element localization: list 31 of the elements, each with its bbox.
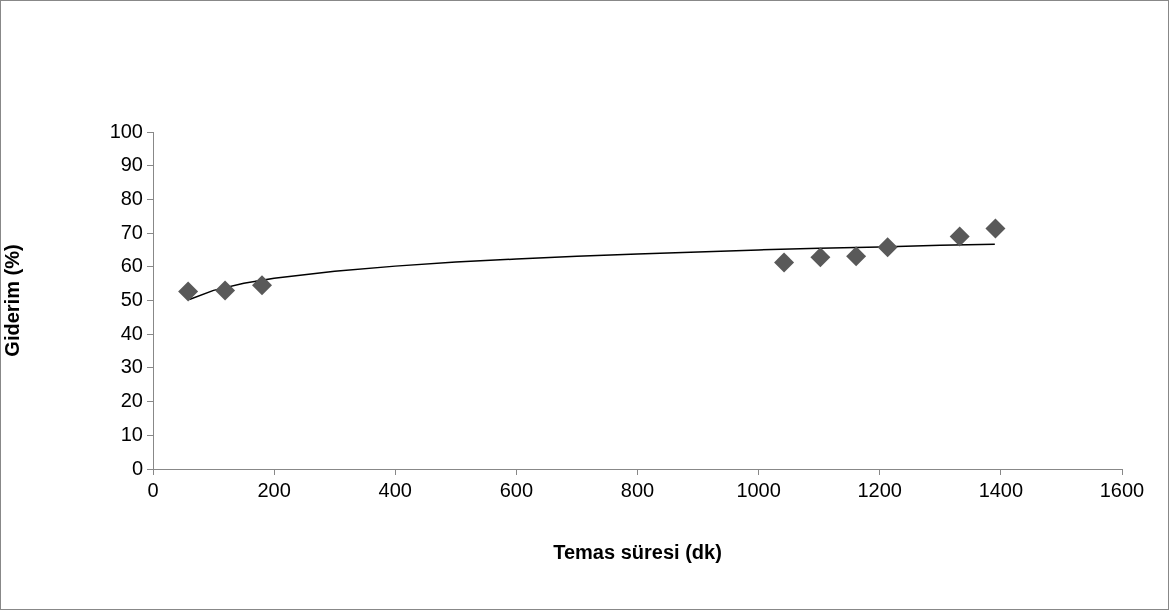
y-tick-label: 40 — [120, 321, 143, 344]
point — [774, 252, 795, 273]
point — [949, 226, 970, 247]
x-tick-label: 0 — [147, 478, 159, 501]
point — [877, 237, 898, 258]
point — [252, 275, 273, 296]
y-tick-label: 60 — [120, 254, 143, 277]
point — [985, 218, 1006, 239]
x-tick-label: 200 — [257, 478, 291, 501]
y-tick-label: 50 — [120, 288, 143, 311]
y-tick-label: 10 — [120, 422, 143, 445]
point — [215, 280, 236, 301]
x-tick-label: 600 — [499, 478, 534, 501]
y-tick-label: 100 — [109, 119, 143, 142]
point — [178, 281, 199, 302]
y-tick-label: 90 — [120, 153, 143, 176]
x-tick-label: 400 — [378, 478, 412, 501]
x-tick-label: 1400 — [978, 478, 1024, 501]
y-tick-label: 20 — [120, 389, 143, 412]
y-tick-label: 30 — [120, 355, 143, 378]
y-axis-title: Giderim (%) — [0, 244, 23, 357]
point — [846, 246, 867, 267]
y-tick-label: 80 — [120, 186, 143, 209]
x-tick-label: 1600 — [1099, 478, 1145, 501]
y-tick-label: 70 — [120, 220, 143, 243]
x-axis-title: Temas süresi (dk) — [553, 540, 722, 563]
x-tick-label: 1200 — [857, 478, 902, 501]
x-tick-label: 800 — [620, 478, 655, 501]
x-tick-label: 1000 — [736, 478, 781, 501]
point — [810, 247, 831, 268]
y-tick-label: 0 — [131, 456, 143, 479]
